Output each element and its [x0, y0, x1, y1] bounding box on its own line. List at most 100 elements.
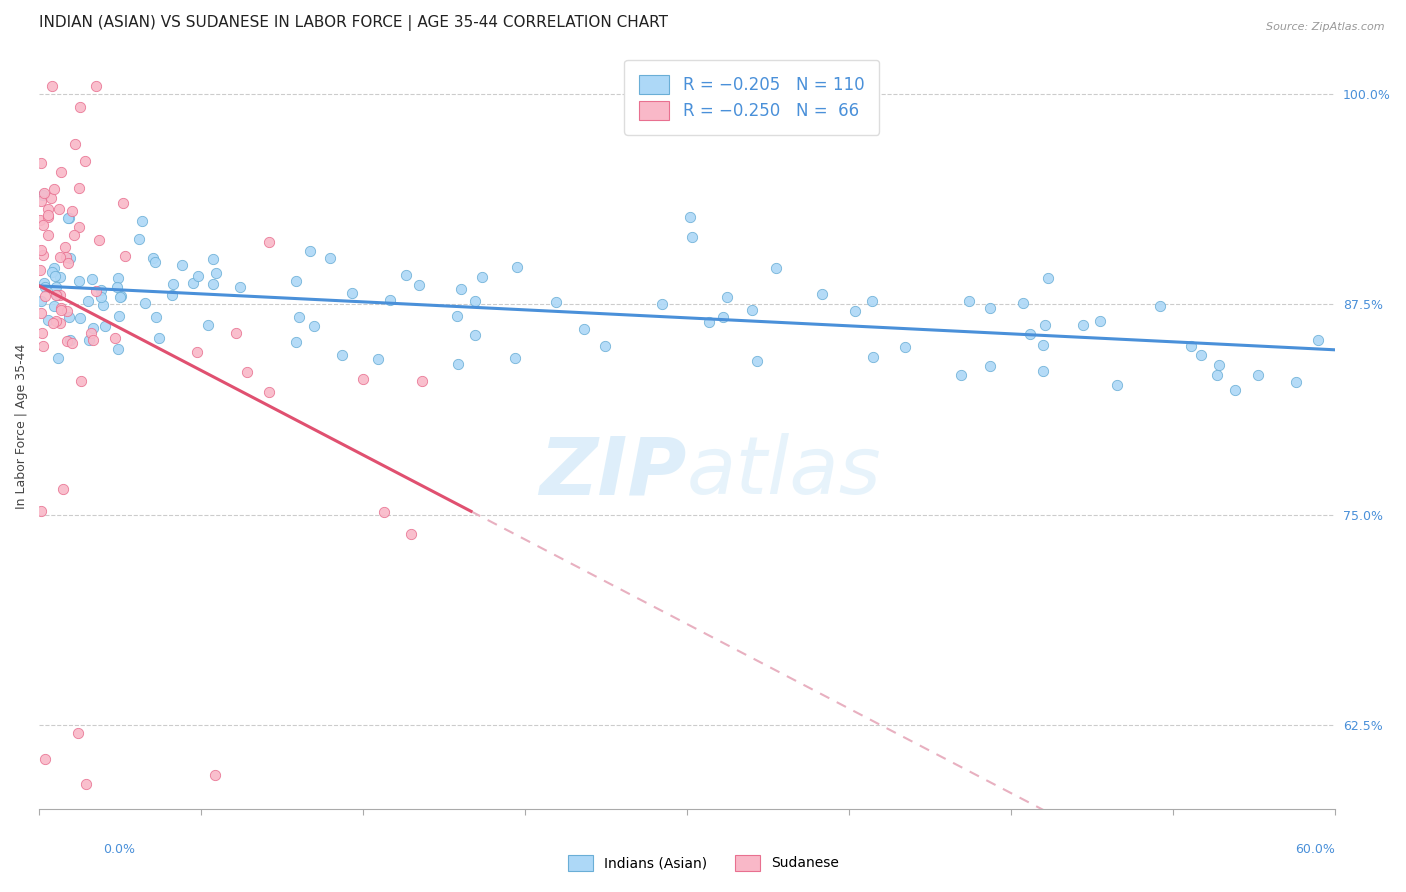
- Point: [285, 334, 308, 349]
- Point: [45, 288, 67, 302]
- Point: [75, 153, 97, 168]
- Point: [30, 503, 52, 517]
- Point: [471, 270, 494, 285]
- Point: [225, 326, 247, 341]
- Point: [446, 309, 468, 323]
- Point: [90, 290, 112, 304]
- Point: [235, 365, 257, 379]
- Point: [107, 343, 129, 357]
- Point: [34, 289, 56, 303]
- Point: [259, 384, 281, 399]
- Point: [319, 251, 342, 265]
- Point: [49, 165, 72, 179]
- Point: [67, 220, 90, 235]
- Point: [197, 318, 219, 332]
- Point: [107, 270, 129, 285]
- Point: [408, 278, 430, 293]
- Point: [80, 272, 103, 286]
- Point: [380, 293, 402, 307]
- Point: [450, 282, 472, 296]
- Point: [187, 268, 209, 283]
- Point: [55, 251, 77, 265]
- Point: [711, 310, 734, 324]
- Point: [42, 299, 65, 313]
- Point: [63, 228, 86, 243]
- Point: [32, 276, 55, 290]
- Point: [411, 375, 433, 389]
- Point: [32, 188, 55, 202]
- Point: [128, 232, 150, 246]
- Point: [1247, 368, 1270, 382]
- Point: [741, 303, 763, 318]
- Point: [979, 359, 1001, 373]
- Point: [93, 318, 115, 333]
- Point: [32, 218, 55, 232]
- Point: [56, 304, 79, 318]
- Point: [89, 233, 111, 247]
- Point: [37, 211, 59, 225]
- Point: [1206, 368, 1229, 383]
- Point: [367, 351, 389, 366]
- Point: [143, 255, 166, 269]
- Point: [37, 228, 59, 243]
- Point: [1225, 384, 1247, 398]
- Point: [399, 527, 422, 541]
- Point: [49, 250, 72, 264]
- Point: [69, 310, 91, 325]
- Point: [1088, 313, 1111, 327]
- Point: [1285, 375, 1308, 389]
- Point: [1019, 327, 1042, 342]
- Point: [75, 777, 97, 791]
- Point: [48, 288, 70, 302]
- Point: [959, 294, 981, 309]
- Point: [373, 505, 395, 519]
- Point: [697, 315, 720, 329]
- Point: [1071, 318, 1094, 332]
- Point: [131, 213, 153, 227]
- Point: [63, 137, 86, 152]
- Point: [48, 351, 70, 365]
- Point: [39, 191, 62, 205]
- Point: [37, 202, 59, 216]
- Point: [595, 338, 617, 352]
- Point: [104, 331, 127, 345]
- Text: 0.0%: 0.0%: [104, 843, 135, 856]
- Point: [34, 280, 56, 294]
- Point: [201, 252, 224, 266]
- Point: [288, 310, 311, 325]
- Point: [114, 249, 136, 263]
- Point: [544, 294, 567, 309]
- Point: [1208, 358, 1230, 372]
- Point: [395, 268, 418, 282]
- Point: [60, 336, 83, 351]
- Point: [862, 350, 884, 364]
- Point: [84, 78, 107, 93]
- Point: [352, 372, 374, 386]
- Text: atlas: atlas: [688, 434, 882, 511]
- Point: [59, 251, 82, 265]
- Point: [67, 181, 90, 195]
- Point: [66, 726, 89, 740]
- Point: [183, 276, 205, 290]
- Point: [105, 280, 128, 294]
- Point: [93, 298, 115, 312]
- Point: [1105, 377, 1128, 392]
- Point: [765, 261, 787, 276]
- Point: [31, 338, 53, 352]
- Point: [202, 277, 225, 292]
- Point: [1149, 299, 1171, 313]
- Point: [204, 768, 226, 782]
- Text: Source: ZipAtlas.com: Source: ZipAtlas.com: [1267, 22, 1385, 32]
- Point: [145, 310, 167, 324]
- Point: [950, 368, 973, 383]
- Point: [1012, 295, 1035, 310]
- Point: [67, 274, 90, 288]
- Point: [82, 333, 104, 347]
- Point: [860, 293, 883, 308]
- Point: [32, 247, 55, 261]
- Point: [894, 340, 917, 354]
- Point: [1033, 318, 1056, 332]
- Point: [82, 321, 104, 335]
- Point: [1180, 338, 1202, 352]
- Text: ZIP: ZIP: [540, 434, 688, 511]
